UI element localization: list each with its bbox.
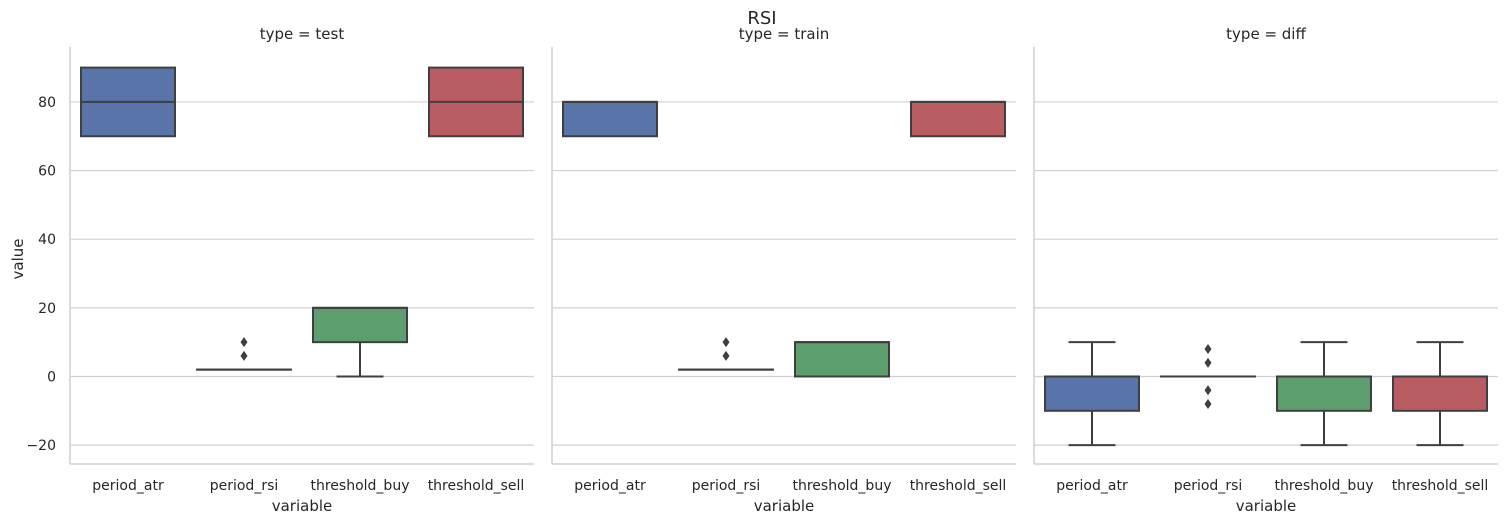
outlier-point	[241, 351, 248, 361]
x-tick-label: period_rsi	[210, 478, 279, 494]
box-period_rsi	[197, 337, 291, 369]
box-period_atr	[1045, 342, 1139, 445]
box-iqr	[563, 102, 657, 136]
x-tick-label: threshold_sell	[910, 478, 1007, 494]
x-tick-label: threshold_buy	[1275, 478, 1374, 494]
x-tick-label: threshold_buy	[793, 478, 892, 494]
x-tick-label: period_atr	[1056, 478, 1128, 494]
x-tick-label: threshold_sell	[428, 478, 525, 494]
box-threshold_sell	[429, 68, 523, 137]
box-period_atr	[563, 102, 657, 136]
x-tick-label: period_atr	[574, 478, 646, 494]
box-threshold_buy	[313, 308, 407, 377]
outlier-point	[1205, 399, 1212, 409]
y-tick-label: 60	[38, 164, 56, 180]
panel-title: type = test	[260, 25, 345, 43]
y-tick-label: −20	[26, 438, 56, 454]
outlier-point	[241, 337, 248, 347]
facet-panel-1: −20 0 20 40 60 80 type = test period_atr period_…	[26, 25, 534, 515]
box-threshold_sell	[911, 102, 1005, 136]
box-iqr	[911, 102, 1005, 136]
x-axis-label: variable	[754, 497, 815, 515]
box-iqr	[1045, 376, 1139, 410]
y-axis-label: value	[9, 239, 27, 280]
outlier-point	[723, 337, 730, 347]
box-period_atr	[81, 68, 175, 137]
x-tick-label: period_atr	[92, 478, 164, 494]
x-tick-label: threshold_buy	[311, 478, 410, 494]
box-period_rsi	[679, 337, 773, 369]
outlier-point	[1205, 344, 1212, 354]
box-threshold_sell	[1393, 342, 1487, 445]
box-iqr	[1277, 376, 1371, 410]
x-axis-label: variable	[272, 497, 333, 515]
outlier-point	[1205, 385, 1212, 395]
y-tick-label: 80	[38, 95, 56, 111]
y-tick-label: 20	[38, 301, 56, 317]
panel-title: type = diff	[1226, 25, 1306, 43]
outlier-point	[723, 351, 730, 361]
box-threshold_buy	[795, 342, 889, 376]
box-period_rsi	[1161, 344, 1255, 409]
x-tick-label: period_rsi	[692, 478, 761, 494]
x-axis-label: variable	[1236, 497, 1297, 515]
facet-panel-3: type = diff period_atr period_rsi threshold…	[1034, 25, 1498, 515]
box-iqr	[795, 342, 889, 376]
box-iqr	[1393, 376, 1487, 410]
x-tick-label: period_rsi	[1174, 478, 1243, 494]
facet-panel-2: type = train period_atr period_rsi threshol…	[552, 25, 1016, 515]
box-threshold_buy	[1277, 342, 1371, 445]
box-iqr	[313, 308, 407, 342]
outlier-point	[1205, 358, 1212, 368]
panel-title: type = train	[739, 25, 830, 43]
y-tick-label: 0	[47, 369, 56, 385]
y-tick-label: 40	[38, 232, 56, 248]
x-tick-label: threshold_sell	[1392, 478, 1489, 494]
